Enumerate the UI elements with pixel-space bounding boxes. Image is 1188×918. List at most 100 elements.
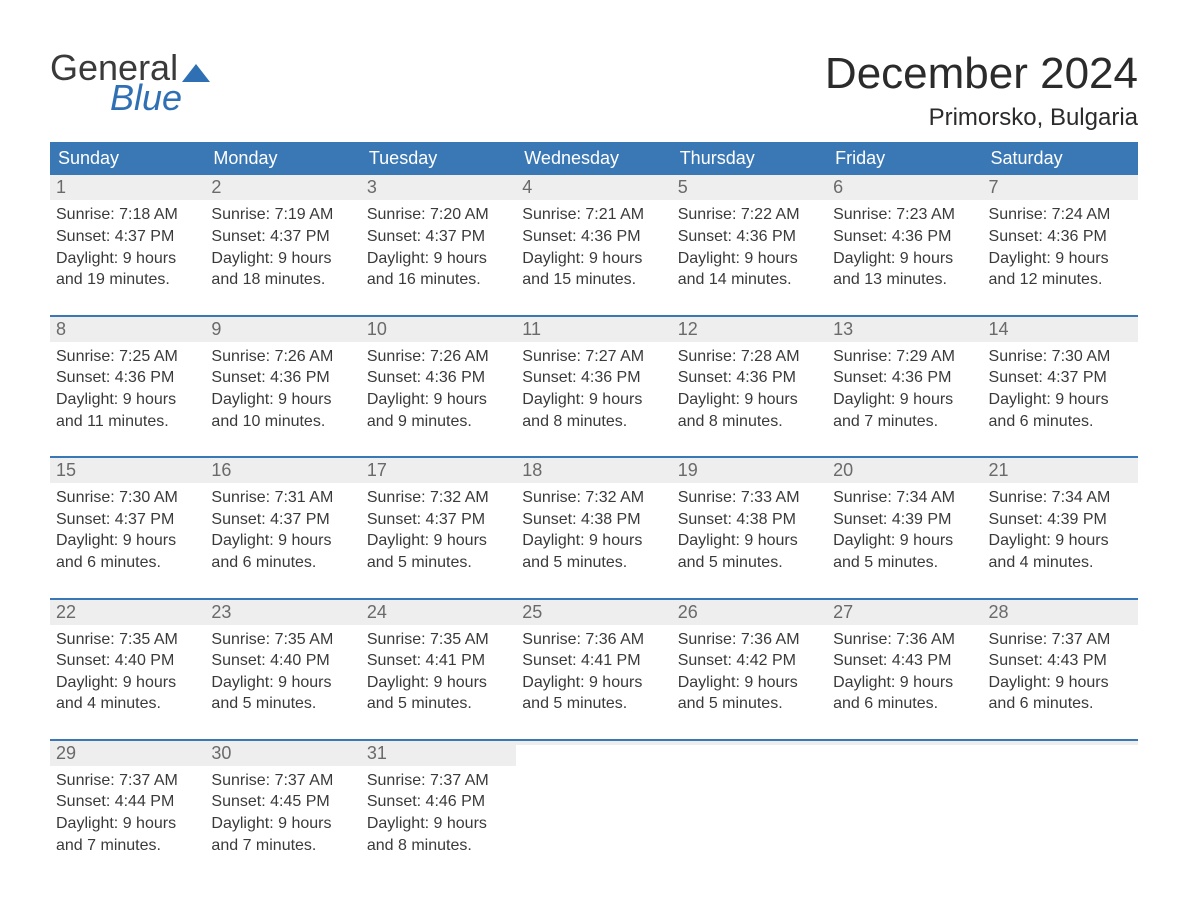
dayhead-monday: Monday bbox=[205, 142, 360, 175]
sunrise-text: Sunrise: 7:27 AM bbox=[522, 346, 665, 368]
daylight-text-1: Daylight: 9 hours bbox=[211, 813, 354, 835]
sunrise-text: Sunrise: 7:26 AM bbox=[211, 346, 354, 368]
day-number-bar: 10 bbox=[361, 317, 516, 342]
daylight-text-1: Daylight: 9 hours bbox=[367, 248, 510, 270]
sunrise-text: Sunrise: 7:37 AM bbox=[56, 770, 199, 792]
sunset-text: Sunset: 4:36 PM bbox=[211, 367, 354, 389]
dayhead-friday: Friday bbox=[827, 142, 982, 175]
day-number-bar bbox=[672, 741, 827, 745]
day-number-bar bbox=[516, 741, 671, 745]
day-number: 16 bbox=[211, 460, 231, 480]
daylight-text-2: and 5 minutes. bbox=[833, 552, 976, 574]
day-number-bar: 12 bbox=[672, 317, 827, 342]
day-cell: 7Sunrise: 7:24 AMSunset: 4:36 PMDaylight… bbox=[983, 175, 1138, 298]
day-number-bar: 4 bbox=[516, 175, 671, 200]
daylight-text-2: and 9 minutes. bbox=[367, 411, 510, 433]
day-info: Sunrise: 7:32 AMSunset: 4:37 PMDaylight:… bbox=[367, 487, 510, 573]
sunset-text: Sunset: 4:37 PM bbox=[367, 509, 510, 531]
location-label: Primorsko, Bulgaria bbox=[825, 104, 1138, 132]
day-cell: 19Sunrise: 7:33 AMSunset: 4:38 PMDayligh… bbox=[672, 458, 827, 581]
day-cell: 11Sunrise: 7:27 AMSunset: 4:36 PMDayligh… bbox=[516, 317, 671, 440]
day-info: Sunrise: 7:37 AMSunset: 4:44 PMDaylight:… bbox=[56, 770, 199, 856]
day-number: 30 bbox=[211, 743, 231, 763]
daylight-text-1: Daylight: 9 hours bbox=[522, 672, 665, 694]
day-number: 28 bbox=[989, 602, 1009, 622]
day-number-bar: 11 bbox=[516, 317, 671, 342]
sunset-text: Sunset: 4:36 PM bbox=[678, 367, 821, 389]
sunrise-text: Sunrise: 7:25 AM bbox=[56, 346, 199, 368]
week-row: 15 Sunrise: 7:30 AM Sunset: 4:37 PM Dayligh… bbox=[50, 456, 1138, 581]
sunset-text: Sunset: 4:36 PM bbox=[833, 226, 976, 248]
day-number-bar: 25 bbox=[516, 600, 671, 625]
sunrise-text: Sunrise: 7:24 AM bbox=[989, 204, 1132, 226]
sunset-text: Sunset: 4:38 PM bbox=[522, 509, 665, 531]
sunset-text: Sunset: 4:40 PM bbox=[211, 650, 354, 672]
sunset-text: Sunset: 4:37 PM bbox=[211, 226, 354, 248]
sunrise-text: Sunrise: 7:32 AM bbox=[367, 487, 510, 509]
sunrise-text: Sunrise: 7:32 AM bbox=[522, 487, 665, 509]
daylight-text-2: and 19 minutes. bbox=[56, 269, 199, 291]
day-number-bar: 15 bbox=[50, 458, 205, 483]
daylight-text-1: Daylight: 9 hours bbox=[522, 530, 665, 552]
daylight-text-1: Daylight: 9 hours bbox=[833, 672, 976, 694]
daylight-text-2: and 12 minutes. bbox=[989, 269, 1132, 291]
day-number: 27 bbox=[833, 602, 853, 622]
sunset-text: Sunset: 4:40 PM bbox=[56, 650, 199, 672]
dayhead-tuesday: Tuesday bbox=[361, 142, 516, 175]
header: General Blue December 2024 Primorsko, Bu… bbox=[50, 50, 1138, 132]
daylight-text-2: and 14 minutes. bbox=[678, 269, 821, 291]
day-number: 22 bbox=[56, 602, 76, 622]
sunrise-text: Sunrise: 7:21 AM bbox=[522, 204, 665, 226]
sunrise-text: Sunrise: 7:30 AM bbox=[56, 487, 199, 509]
daylight-text-1: Daylight: 9 hours bbox=[989, 672, 1132, 694]
day-info: Sunrise: 7:24 AMSunset: 4:36 PMDaylight:… bbox=[989, 204, 1132, 290]
day-number: 9 bbox=[211, 319, 221, 339]
sunset-text: Sunset: 4:37 PM bbox=[367, 226, 510, 248]
day-cell: 29Sunrise: 7:37 AMSunset: 4:44 PMDayligh… bbox=[50, 741, 205, 864]
daylight-text-2: and 4 minutes. bbox=[56, 693, 199, 715]
day-number-bar: 16 bbox=[205, 458, 360, 483]
day-cell: 25Sunrise: 7:36 AMSunset: 4:41 PMDayligh… bbox=[516, 600, 671, 723]
day-number: 13 bbox=[833, 319, 853, 339]
daylight-text-2: and 7 minutes. bbox=[211, 835, 354, 857]
daylight-text-1: Daylight: 9 hours bbox=[211, 672, 354, 694]
day-info: Sunrise: 7:35 AMSunset: 4:40 PMDaylight:… bbox=[211, 629, 354, 715]
day-cell: 22Sunrise: 7:35 AMSunset: 4:40 PMDayligh… bbox=[50, 600, 205, 723]
day-number-bar: 9 bbox=[205, 317, 360, 342]
day-number-bar: 22 bbox=[50, 600, 205, 625]
day-cell: 30Sunrise: 7:37 AMSunset: 4:45 PMDayligh… bbox=[205, 741, 360, 864]
day-number: 20 bbox=[833, 460, 853, 480]
daylight-text-2: and 6 minutes. bbox=[56, 552, 199, 574]
sunrise-text: Sunrise: 7:23 AM bbox=[833, 204, 976, 226]
day-info: Sunrise: 7:18 AMSunset: 4:37 PMDaylight:… bbox=[56, 204, 199, 290]
week-row: 8Sunrise: 7:25 AMSunset: 4:36 PMDaylight… bbox=[50, 315, 1138, 440]
day-cell bbox=[983, 741, 1138, 864]
daylight-text-2: and 5 minutes. bbox=[678, 552, 821, 574]
day-cell: 28Sunrise: 7:37 AMSunset: 4:43 PMDayligh… bbox=[983, 600, 1138, 723]
day-number: 25 bbox=[522, 602, 542, 622]
day-number: 10 bbox=[367, 319, 387, 339]
sunrise-text: Sunrise: 7:28 AM bbox=[678, 346, 821, 368]
day-number-bar: 21 bbox=[983, 458, 1138, 483]
sunrise-text: Sunrise: 7:18 AM bbox=[56, 204, 199, 226]
daylight-text-2: and 8 minutes. bbox=[522, 411, 665, 433]
daylight-text-1: Daylight: 9 hours bbox=[211, 248, 354, 270]
day-cell: 14Sunrise: 7:30 AMSunset: 4:37 PMDayligh… bbox=[983, 317, 1138, 440]
sunrise-text: Sunrise: 7:36 AM bbox=[833, 629, 976, 651]
daylight-text-1: Daylight: 9 hours bbox=[989, 389, 1132, 411]
daylight-text-1: Daylight: 9 hours bbox=[522, 248, 665, 270]
daylight-text-2: and 18 minutes. bbox=[211, 269, 354, 291]
daylight-text-2: and 13 minutes. bbox=[833, 269, 976, 291]
day-info: Sunrise: 7:26 AMSunset: 4:36 PMDaylight:… bbox=[211, 346, 354, 432]
daylight-text-2: and 7 minutes. bbox=[56, 835, 199, 857]
day-cell: 8Sunrise: 7:25 AMSunset: 4:36 PMDaylight… bbox=[50, 317, 205, 440]
day-number: 15 bbox=[56, 460, 76, 480]
day-info: Sunrise: 7:20 AMSunset: 4:37 PMDaylight:… bbox=[367, 204, 510, 290]
sunset-text: Sunset: 4:36 PM bbox=[56, 367, 199, 389]
day-number: 12 bbox=[678, 319, 698, 339]
sunset-text: Sunset: 4:37 PM bbox=[56, 226, 199, 248]
day-cell: 21Sunrise: 7:34 AMSunset: 4:39 PMDayligh… bbox=[983, 458, 1138, 581]
day-info: Sunrise: 7:34 AMSunset: 4:39 PMDaylight:… bbox=[833, 487, 976, 573]
daylight-text-1: Daylight: 9 hours bbox=[833, 530, 976, 552]
day-info: Sunrise: 7:21 AMSunset: 4:36 PMDaylight:… bbox=[522, 204, 665, 290]
